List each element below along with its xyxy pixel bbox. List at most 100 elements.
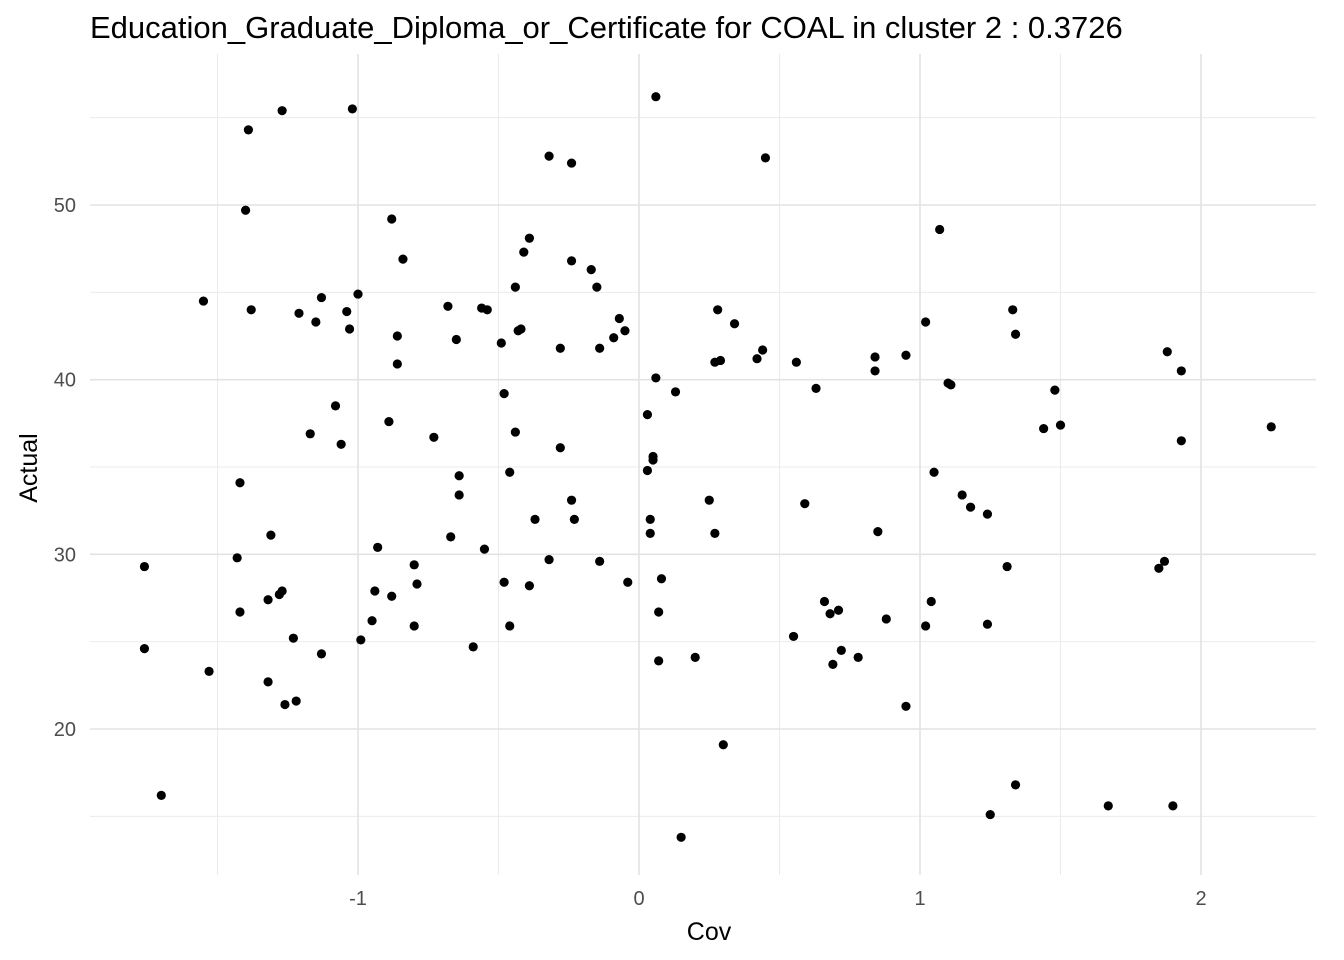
data-points [139,92,1276,842]
data-point [496,338,506,348]
y-axis-title: Actual [15,433,43,502]
data-point [1103,801,1113,811]
data-point [654,607,664,617]
data-point [1176,366,1186,376]
data-point [853,652,863,662]
data-point [614,313,624,324]
data-point [499,577,509,587]
data-point [752,354,762,364]
data-point [454,490,464,500]
data-point [982,509,993,519]
data-point [263,595,273,605]
data-point [1159,556,1170,566]
data-point [266,530,276,540]
data-point [651,373,661,383]
data-point [263,677,273,687]
data-point [288,633,298,643]
data-point [656,574,667,584]
data-point [791,357,801,367]
data-point [1050,385,1060,395]
data-point [277,106,287,116]
data-point [901,350,911,360]
data-point [566,495,577,505]
data-point [566,256,577,266]
data-point [1010,329,1021,339]
data-point [654,656,664,666]
data-point [356,635,366,645]
data-point [873,527,883,537]
y-axis-ticks: 20 30 40 50 [54,195,76,741]
data-point [833,605,844,615]
data-point [409,621,419,631]
data-point [957,490,967,500]
data-point [409,560,419,570]
data-point [311,317,321,327]
data-point [828,659,838,669]
data-point [713,305,723,315]
data-point [825,609,835,619]
data-point [274,589,284,600]
data-point [819,596,830,607]
y-tick-label: 30 [54,544,76,566]
data-point [651,92,661,102]
data-point [544,554,554,565]
data-point [451,334,461,345]
data-point [690,652,700,662]
data-point [370,586,380,596]
data-point [336,439,346,449]
data-point [443,301,453,311]
data-point [985,809,995,820]
x-tick-label: 2 [1195,888,1206,910]
data-point [353,289,363,299]
data-point [505,467,515,477]
data-point [836,645,846,656]
data-point [367,616,377,626]
data-point [1039,423,1049,434]
data-point [246,305,256,315]
data-point [524,233,535,243]
data-point [510,282,520,292]
data-point [454,471,464,481]
y-tick-label: 50 [54,195,76,217]
data-point [901,701,911,711]
data-point [344,324,355,334]
data-point [623,577,633,587]
data-point [645,528,655,538]
data-point [800,499,810,509]
data-point [566,158,577,168]
data-point [384,416,394,427]
data-point [505,621,515,631]
data-point [243,125,254,135]
data-point [870,352,880,362]
data-point [294,308,304,318]
data-point [412,579,422,589]
data-point [946,380,956,390]
data-point [921,317,931,327]
y-tick-label: 20 [54,719,76,741]
data-point [592,282,602,292]
data-point [595,556,605,566]
data-point [519,247,529,257]
data-point [235,478,245,488]
data-point [569,514,579,525]
data-point [446,532,456,542]
data-point [1002,561,1012,572]
data-point [586,265,596,275]
data-point [156,790,166,800]
data-point [1162,347,1172,357]
data-point [139,561,150,572]
data-point [479,544,490,554]
data-point [499,389,509,399]
data-point [398,254,408,264]
y-tick-label: 40 [54,370,76,392]
data-point [387,591,397,601]
data-point [881,614,891,624]
data-point [387,214,397,224]
data-point [676,832,686,842]
data-point [609,333,619,343]
data-point [1266,422,1276,432]
data-point [316,649,327,659]
data-point [670,387,681,397]
data-point [510,427,520,437]
data-point [316,292,327,303]
